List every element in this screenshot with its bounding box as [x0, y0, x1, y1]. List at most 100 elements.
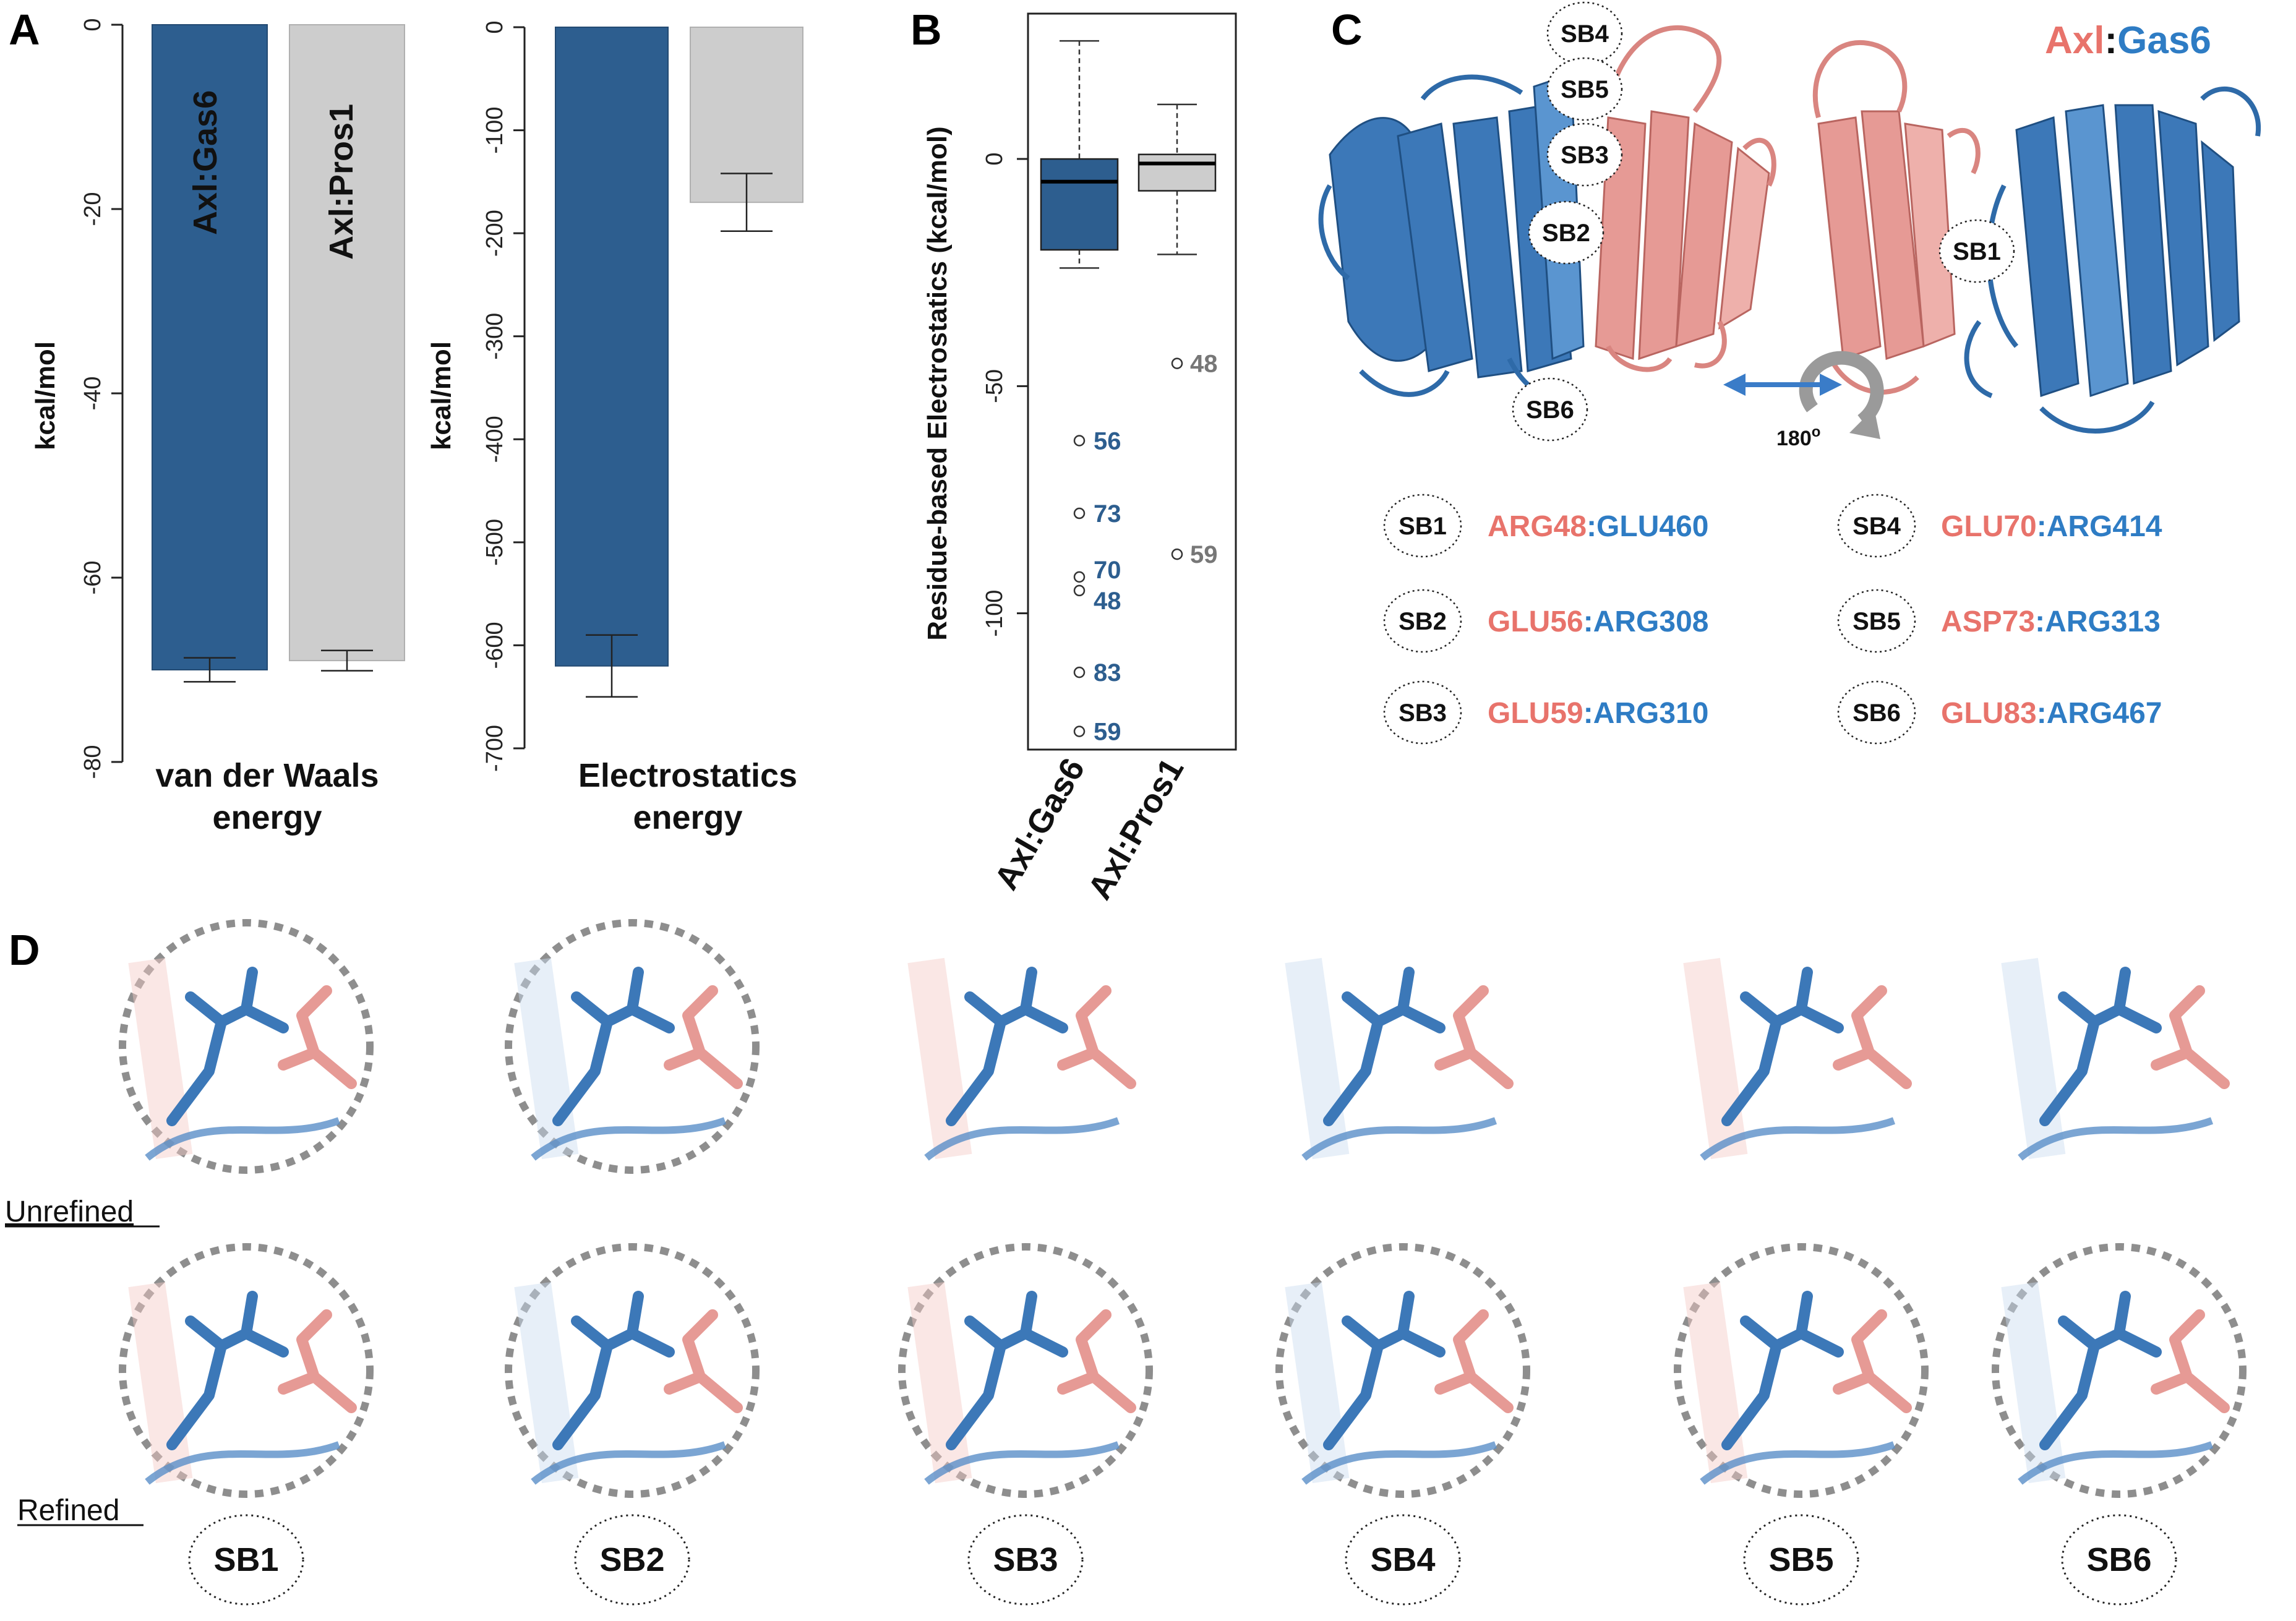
background-sheet — [907, 957, 972, 1160]
boxplot-y-axis-label: Residue-based Electrostatics (kcal/mol) — [922, 126, 953, 640]
outlier-label: 59 — [1190, 541, 1218, 568]
pair-bubble — [1383, 589, 1462, 653]
y-tick-label: -60 — [80, 561, 106, 595]
pair-separator: : — [2037, 510, 2047, 543]
y-tick-label: -100 — [982, 590, 1008, 637]
elec-x-label-line2: energy — [633, 799, 742, 836]
vdw-x-label-line1: van der Waals — [155, 757, 379, 794]
vdw-energy-chart: 0 -20 -40 -60 -80 Axl:Gas6 Axl:Pros1 kcal/mo… — [30, 18, 405, 836]
closeup-frame — [1275, 1243, 1530, 1498]
elec-y-axis-label: kcal/mol — [426, 341, 456, 450]
vdw-bar-label-pros1: Axl:Pros1 — [323, 104, 360, 260]
closeup-sb4-refined — [1275, 1243, 1530, 1498]
backbone-loop — [531, 1441, 727, 1485]
column-label-bubble — [1345, 1514, 1461, 1606]
acidic-residue — [1833, 985, 1912, 1089]
column-label-sb2: SB2 — [599, 1541, 664, 1578]
structure-label-bubble — [1546, 122, 1623, 187]
outlier-label: 70 — [1094, 557, 1121, 584]
arginine-residue — [1323, 967, 1446, 1126]
column-label-sb5: SB5 — [1768, 1541, 1833, 1578]
background-sheet — [907, 1281, 972, 1484]
right-axl-sheets — [1817, 110, 1956, 361]
boxplot-frame — [1027, 12, 1237, 751]
acidic-residue — [664, 1309, 743, 1413]
outlier-label: 48 — [1190, 351, 1218, 378]
background-sheet — [514, 957, 579, 1160]
arginine-residue — [166, 967, 289, 1126]
pair-sb-label: SB5 — [1853, 608, 1901, 635]
outlier-label: 56 — [1094, 427, 1121, 455]
column-label-sb3: SB3 — [993, 1541, 1058, 1578]
left-axl-sheets — [1595, 110, 1770, 361]
pair-gas6-residue: ARG414 — [2047, 510, 2162, 543]
structure-label-bubble — [1546, 57, 1623, 121]
y-tick-label: -100 — [482, 107, 508, 154]
y-tick-label: -40 — [80, 377, 106, 411]
boxplot-outliers: 56 73 70 48 83 59 48 59 — [1073, 351, 1218, 746]
panel-label-a: A — [9, 6, 40, 54]
pair-sb-label: SB2 — [1399, 608, 1447, 635]
residue-electrostatics-boxplot: 0 -50 -100 56 73 70 48 83 59 48 59 Residue-based … — [922, 12, 1237, 905]
column-label-sb1: SB1 — [213, 1541, 278, 1578]
boxplot-boxes — [1040, 40, 1217, 269]
panel-label-d: D — [9, 926, 40, 974]
y-tick-label: 0 — [80, 18, 106, 31]
left-axl-loops — [1606, 25, 1776, 372]
y-tick-label: 0 — [982, 152, 1008, 165]
pair-separator: : — [2037, 697, 2047, 730]
background-sheet — [2001, 957, 2066, 1160]
panel-d-closeups: Unrefined Refined SB1 SB2 SB3 SB4 SB5 SB6 — [5, 919, 2247, 1606]
rotation-arrow-icon: 180o — [1723, 351, 1884, 450]
structure-label-sb6: SB6 — [1526, 396, 1574, 424]
background-sheet — [1683, 957, 1748, 1160]
svg-text:180o: 180o — [1776, 424, 1820, 450]
acidic-residue — [1434, 1309, 1514, 1413]
vdw-x-label-line2: energy — [212, 799, 322, 836]
panel-label-b: B — [910, 6, 942, 54]
y-tick-label: -80 — [80, 745, 106, 779]
background-sheet — [128, 957, 193, 1160]
background-sheet — [1683, 1281, 1748, 1484]
closeup-sb4-unrefined — [1285, 957, 1514, 1161]
pair-bubble — [1837, 589, 1916, 653]
acidic-residue — [1833, 1309, 1912, 1413]
column-label-bubble — [574, 1514, 690, 1606]
closeup-sb2-unrefined — [505, 919, 760, 1174]
structure-label-bubble — [1512, 377, 1588, 442]
vdw-bars — [152, 24, 405, 683]
pair-axl-residue: ASP73 — [1941, 605, 2035, 638]
closeup-frame — [1992, 1243, 2247, 1498]
backbone-loop — [1301, 1117, 1497, 1161]
structure-label-sb5: SB5 — [1561, 76, 1609, 103]
pair-sb-label: SB4 — [1853, 513, 1901, 540]
structure-sb-labels: SB4 SB5 SB3 SB2 SB1 SB6 — [1512, 1, 2015, 442]
pair-gas6-residue: ARG467 — [2047, 697, 2162, 730]
structure-label-sb1: SB1 — [1953, 238, 2001, 265]
svg-text:Axl:Gas6: Axl:Gas6 — [2045, 19, 2211, 62]
column-label-sb4: SB4 — [1370, 1541, 1435, 1578]
vdw-y-axis-label: kcal/mol — [30, 341, 61, 450]
structure-label-sb4: SB4 — [1561, 20, 1609, 48]
outlier-point — [1171, 357, 1183, 369]
y-tick-label: -200 — [482, 210, 508, 257]
pair-axl-residue: GLU56 — [1488, 605, 1583, 638]
acidic-residue — [2151, 985, 2230, 1089]
outlier-point — [1073, 571, 1086, 583]
pair-sb-label: SB6 — [1853, 699, 1901, 727]
acidic-residue — [1057, 985, 1136, 1089]
y-tick-label: -400 — [482, 416, 508, 463]
acidic-residue — [1434, 985, 1514, 1089]
title-gas6: Gas6 — [2117, 19, 2211, 62]
pair-residues: ASP73:ARG313 — [1941, 605, 2161, 638]
elec-bars — [555, 27, 803, 698]
backbone-loop — [1700, 1441, 1896, 1485]
pair-sb-label: SB1 — [1399, 513, 1447, 540]
arginine-residue — [2039, 1291, 2162, 1450]
backbone-loop — [924, 1117, 1120, 1161]
arginine-residue — [166, 1291, 289, 1450]
acidic-residue — [1057, 1309, 1136, 1413]
closeup-sb2-refined — [505, 1243, 760, 1498]
closeup-frame — [1674, 1243, 1929, 1498]
column-label-sb6: SB6 — [2086, 1541, 2151, 1578]
